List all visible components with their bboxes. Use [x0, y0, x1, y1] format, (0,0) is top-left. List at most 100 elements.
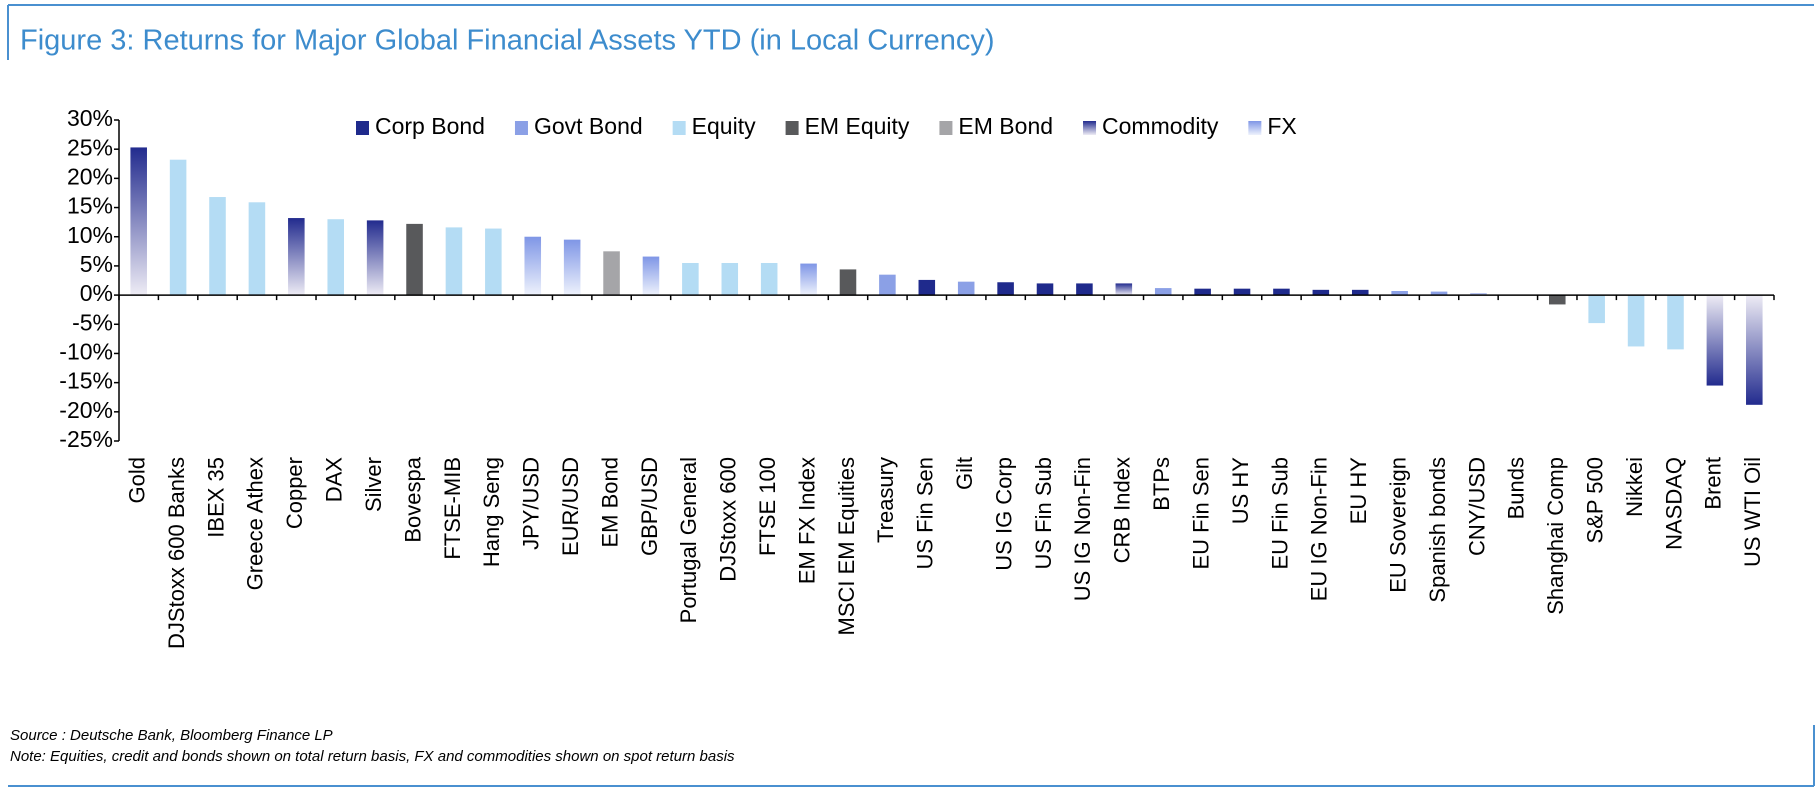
- legend-swatch: [939, 121, 953, 135]
- bar: [997, 282, 1014, 296]
- bar: [918, 279, 936, 296]
- bar: [1391, 291, 1408, 296]
- x-tick-label: EM Bond: [597, 457, 622, 548]
- legend-swatch: [514, 121, 528, 135]
- x-tick-label: Gold: [125, 457, 150, 503]
- x-tick-label: US Fin Sen: [913, 457, 938, 570]
- bar: [1746, 295, 1763, 405]
- x-tick-label: Copper: [282, 457, 307, 529]
- bar: [1667, 295, 1684, 350]
- x-tick-label: Bovespa: [400, 456, 425, 542]
- x-tick-label: US WTI Oil: [1740, 457, 1765, 567]
- legend-label: Corp Bond: [375, 113, 485, 139]
- x-tick-label: FTSE-MIB: [440, 457, 465, 560]
- legend-label: Commodity: [1102, 113, 1219, 139]
- x-tick-label: DJStoxx 600 Banks: [164, 457, 189, 649]
- x-tick-label: Shanghai Comp: [1543, 457, 1568, 615]
- bar: [760, 262, 778, 296]
- bar: [642, 256, 660, 296]
- y-tick-label: -25%: [59, 426, 113, 452]
- bar: [1470, 293, 1487, 296]
- bar: [603, 251, 620, 296]
- bar: [1430, 291, 1448, 296]
- x-tick-label: Nikkei: [1622, 457, 1647, 517]
- x-tick-label: Silver: [361, 457, 386, 512]
- bar: [563, 239, 581, 296]
- bar: [682, 262, 699, 296]
- chart-title: Figure 3: Returns for Major Global Finan…: [20, 25, 995, 57]
- bar: [406, 223, 423, 296]
- bar: [721, 262, 739, 296]
- bar: [1548, 295, 1566, 305]
- x-tick-label: BTPs: [1149, 457, 1174, 511]
- bar: [1115, 283, 1133, 296]
- x-tick-label: Bunds: [1504, 457, 1529, 519]
- bar: [1627, 295, 1645, 347]
- x-tick-label: EU Fin Sen: [1188, 457, 1213, 570]
- bar: [1351, 289, 1369, 296]
- x-tick-label: Gilt: [952, 457, 977, 490]
- bar: [1706, 295, 1724, 386]
- bar: [879, 274, 896, 296]
- bar: [1076, 283, 1093, 296]
- x-tick-label: Portugal General: [676, 457, 701, 623]
- bar: [169, 159, 187, 296]
- x-tick-label: Hang Seng: [479, 457, 504, 567]
- bar: [366, 220, 384, 296]
- bar: [1194, 288, 1211, 296]
- x-tick-label: GBP/USD: [637, 457, 662, 556]
- x-tick-label: US HY: [1228, 457, 1253, 525]
- x-tick-label: CNY/USD: [1464, 457, 1489, 556]
- x-tick-label: NASDAQ: [1661, 457, 1686, 550]
- y-tick-label: 15%: [67, 193, 113, 219]
- bar: [1154, 288, 1172, 296]
- source: Source : Deutsche Bank, Bloomberg Financ…: [10, 727, 333, 744]
- x-tick-label: US IG Corp: [991, 457, 1016, 571]
- legend-swatch: [1248, 121, 1262, 135]
- legend-label: EM Equity: [805, 113, 910, 139]
- y-tick-label: -10%: [59, 339, 113, 365]
- legend-swatch: [1083, 121, 1097, 135]
- bar: [524, 236, 542, 296]
- y-tick-label: 5%: [80, 251, 113, 277]
- legend-label: FX: [1267, 113, 1296, 139]
- x-tick-label: FTSE 100: [755, 457, 780, 556]
- bar: [839, 269, 857, 296]
- x-tick-label: S&P 500: [1582, 457, 1607, 543]
- bar: [1312, 289, 1330, 296]
- bar: [130, 147, 147, 296]
- bar: [800, 263, 817, 296]
- legend-swatch: [785, 121, 799, 135]
- note: Note: Equities, credit and bonds shown o…: [10, 748, 735, 765]
- x-tick-label: Treasury: [873, 457, 898, 543]
- legend-swatch: [356, 121, 369, 135]
- x-tick-label: Greece Athex: [243, 457, 268, 590]
- bar: [957, 281, 975, 296]
- bar: [327, 219, 345, 296]
- bar: [1273, 288, 1290, 296]
- bar: [248, 202, 266, 296]
- x-tick-label: EU HY: [1346, 457, 1371, 525]
- x-tick-label: IBEX 35: [203, 457, 228, 538]
- y-tick-label: 25%: [67, 134, 113, 160]
- y-tick-label: -20%: [59, 397, 113, 423]
- bar: [485, 228, 502, 296]
- x-tick-label: Spanish bonds: [1425, 457, 1450, 603]
- y-tick-label: -15%: [59, 368, 113, 394]
- y-tick-label: 0%: [80, 280, 113, 306]
- y-tick-label: 10%: [67, 222, 113, 248]
- x-tick-label: DAX: [322, 457, 347, 503]
- bar: [445, 227, 463, 296]
- y-tick-label: 30%: [67, 105, 113, 131]
- bar: [209, 197, 226, 296]
- x-tick-label: EU IG Non-Fin: [1307, 457, 1332, 601]
- x-tick-label: DJStoxx 600: [716, 457, 741, 582]
- x-tick-label: US IG Non-Fin: [1070, 457, 1095, 601]
- x-tick-label: JPY/USD: [519, 457, 544, 550]
- x-tick-label: EU Sovereign: [1385, 457, 1410, 593]
- bar: [1036, 283, 1054, 296]
- x-tick-label: Brent: [1701, 457, 1726, 510]
- x-tick-label: US Fin Sub: [1031, 457, 1056, 570]
- x-tick-label: EM FX Index: [794, 457, 819, 584]
